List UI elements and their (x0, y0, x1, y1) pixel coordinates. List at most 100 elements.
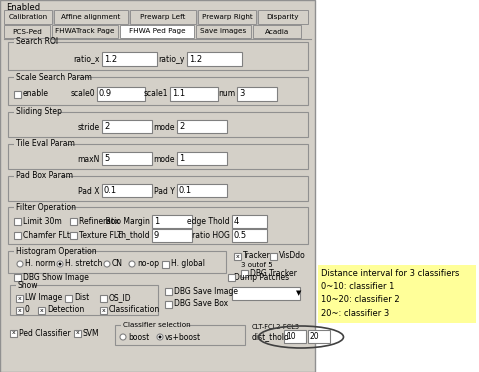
Text: Ped Classifier: Ped Classifier (19, 328, 70, 337)
Text: DBG Save Image: DBG Save Image (174, 286, 238, 295)
FancyBboxPatch shape (38, 307, 45, 314)
Text: num: num (218, 90, 235, 99)
Text: 9: 9 (154, 231, 159, 240)
FancyBboxPatch shape (4, 10, 52, 24)
FancyBboxPatch shape (10, 330, 17, 337)
Text: maxN: maxN (78, 154, 100, 164)
FancyBboxPatch shape (10, 285, 158, 315)
Circle shape (157, 334, 163, 340)
FancyBboxPatch shape (232, 229, 267, 242)
Text: Sliding Step: Sliding Step (16, 108, 62, 116)
FancyBboxPatch shape (14, 218, 21, 225)
Text: Tile Eval Param: Tile Eval Param (16, 140, 75, 148)
Text: mode: mode (153, 154, 175, 164)
Bar (121, 322, 187, 328)
Text: 1.2: 1.2 (189, 55, 202, 64)
Text: Classifier selection: Classifier selection (123, 322, 191, 328)
FancyBboxPatch shape (102, 152, 152, 165)
Text: scale0: scale0 (70, 90, 95, 99)
Text: x: x (236, 253, 240, 259)
Text: H. norm: H. norm (25, 260, 56, 269)
FancyBboxPatch shape (54, 10, 128, 24)
Text: 20: 20 (310, 332, 319, 341)
Text: PCS-Ped: PCS-Ped (12, 29, 42, 35)
FancyBboxPatch shape (152, 215, 192, 228)
FancyBboxPatch shape (241, 270, 248, 277)
Text: x: x (40, 308, 44, 312)
FancyBboxPatch shape (162, 261, 169, 268)
Text: 0: 0 (25, 305, 30, 314)
FancyBboxPatch shape (8, 251, 226, 273)
FancyBboxPatch shape (100, 307, 107, 314)
Text: mode: mode (153, 122, 175, 131)
Text: 0.9: 0.9 (99, 90, 112, 99)
Text: x: x (18, 308, 22, 312)
Text: ch_thold: ch_thold (117, 231, 150, 240)
FancyBboxPatch shape (253, 25, 301, 38)
FancyBboxPatch shape (318, 265, 476, 323)
FancyBboxPatch shape (270, 253, 277, 260)
Bar (14, 248, 80, 254)
Text: Show: Show (18, 280, 38, 289)
Bar (14, 74, 78, 80)
Text: 1: 1 (154, 217, 159, 226)
Text: Distance interval for 3 classifiers
0~10: classifier 1
10~20: classifier 2
20~: : Distance interval for 3 classifiers 0~10… (321, 269, 459, 318)
Text: enable: enable (23, 90, 49, 99)
Text: Prewarp Left: Prewarp Left (140, 14, 186, 20)
FancyBboxPatch shape (102, 184, 152, 197)
Text: SVM: SVM (83, 328, 100, 337)
Text: x: x (76, 330, 80, 336)
FancyBboxPatch shape (4, 25, 50, 38)
Text: no-op: no-op (137, 260, 159, 269)
Text: ratio_y: ratio_y (159, 55, 185, 64)
Text: 1.1: 1.1 (172, 90, 185, 99)
Circle shape (57, 261, 63, 267)
Text: Pad Box Param: Pad Box Param (16, 171, 73, 180)
FancyBboxPatch shape (177, 152, 227, 165)
FancyBboxPatch shape (74, 330, 81, 337)
Text: x: x (18, 295, 22, 301)
Text: 0.5: 0.5 (234, 231, 247, 240)
FancyBboxPatch shape (14, 274, 21, 281)
FancyBboxPatch shape (52, 25, 118, 38)
FancyBboxPatch shape (198, 10, 256, 24)
Text: Save images: Save images (200, 29, 247, 35)
FancyBboxPatch shape (258, 10, 308, 24)
Text: H. stretch: H. stretch (65, 260, 103, 269)
Bar (14, 39, 51, 45)
Text: Prewarp Right: Prewarp Right (202, 14, 252, 20)
Text: Affine alignment: Affine alignment (61, 14, 121, 20)
FancyBboxPatch shape (165, 288, 172, 295)
FancyBboxPatch shape (228, 274, 235, 281)
Text: Limit 30m: Limit 30m (23, 217, 62, 225)
Text: VisDdo: VisDdo (279, 251, 306, 260)
Text: ratio HOG: ratio HOG (192, 231, 230, 240)
Text: Pad Y: Pad Y (154, 186, 175, 196)
Bar (14, 109, 57, 115)
Text: CLT-FCL2-FCL3: CLT-FCL2-FCL3 (252, 324, 300, 330)
FancyBboxPatch shape (234, 253, 241, 260)
Text: vs+boost: vs+boost (165, 333, 201, 341)
FancyBboxPatch shape (170, 87, 218, 101)
FancyBboxPatch shape (187, 52, 242, 66)
Text: x: x (11, 330, 15, 336)
Text: Pad X: Pad X (79, 186, 100, 196)
FancyBboxPatch shape (8, 42, 308, 70)
Text: Acadia: Acadia (265, 29, 289, 35)
Text: 2: 2 (104, 122, 109, 131)
Text: 1.2: 1.2 (104, 55, 117, 64)
Text: Enabled: Enabled (6, 3, 40, 12)
FancyBboxPatch shape (8, 112, 308, 137)
FancyBboxPatch shape (177, 120, 227, 133)
Text: Scale Search Param: Scale Search Param (16, 73, 92, 81)
FancyBboxPatch shape (102, 52, 157, 66)
FancyBboxPatch shape (100, 295, 107, 302)
FancyBboxPatch shape (130, 10, 196, 24)
Text: dist_thold: dist_thold (252, 333, 290, 341)
Text: Classification: Classification (109, 305, 160, 314)
Text: 5: 5 (104, 154, 109, 163)
Text: FHWA Ped Page: FHWA Ped Page (129, 29, 185, 35)
FancyBboxPatch shape (70, 232, 77, 239)
FancyBboxPatch shape (70, 218, 77, 225)
Circle shape (120, 334, 126, 340)
